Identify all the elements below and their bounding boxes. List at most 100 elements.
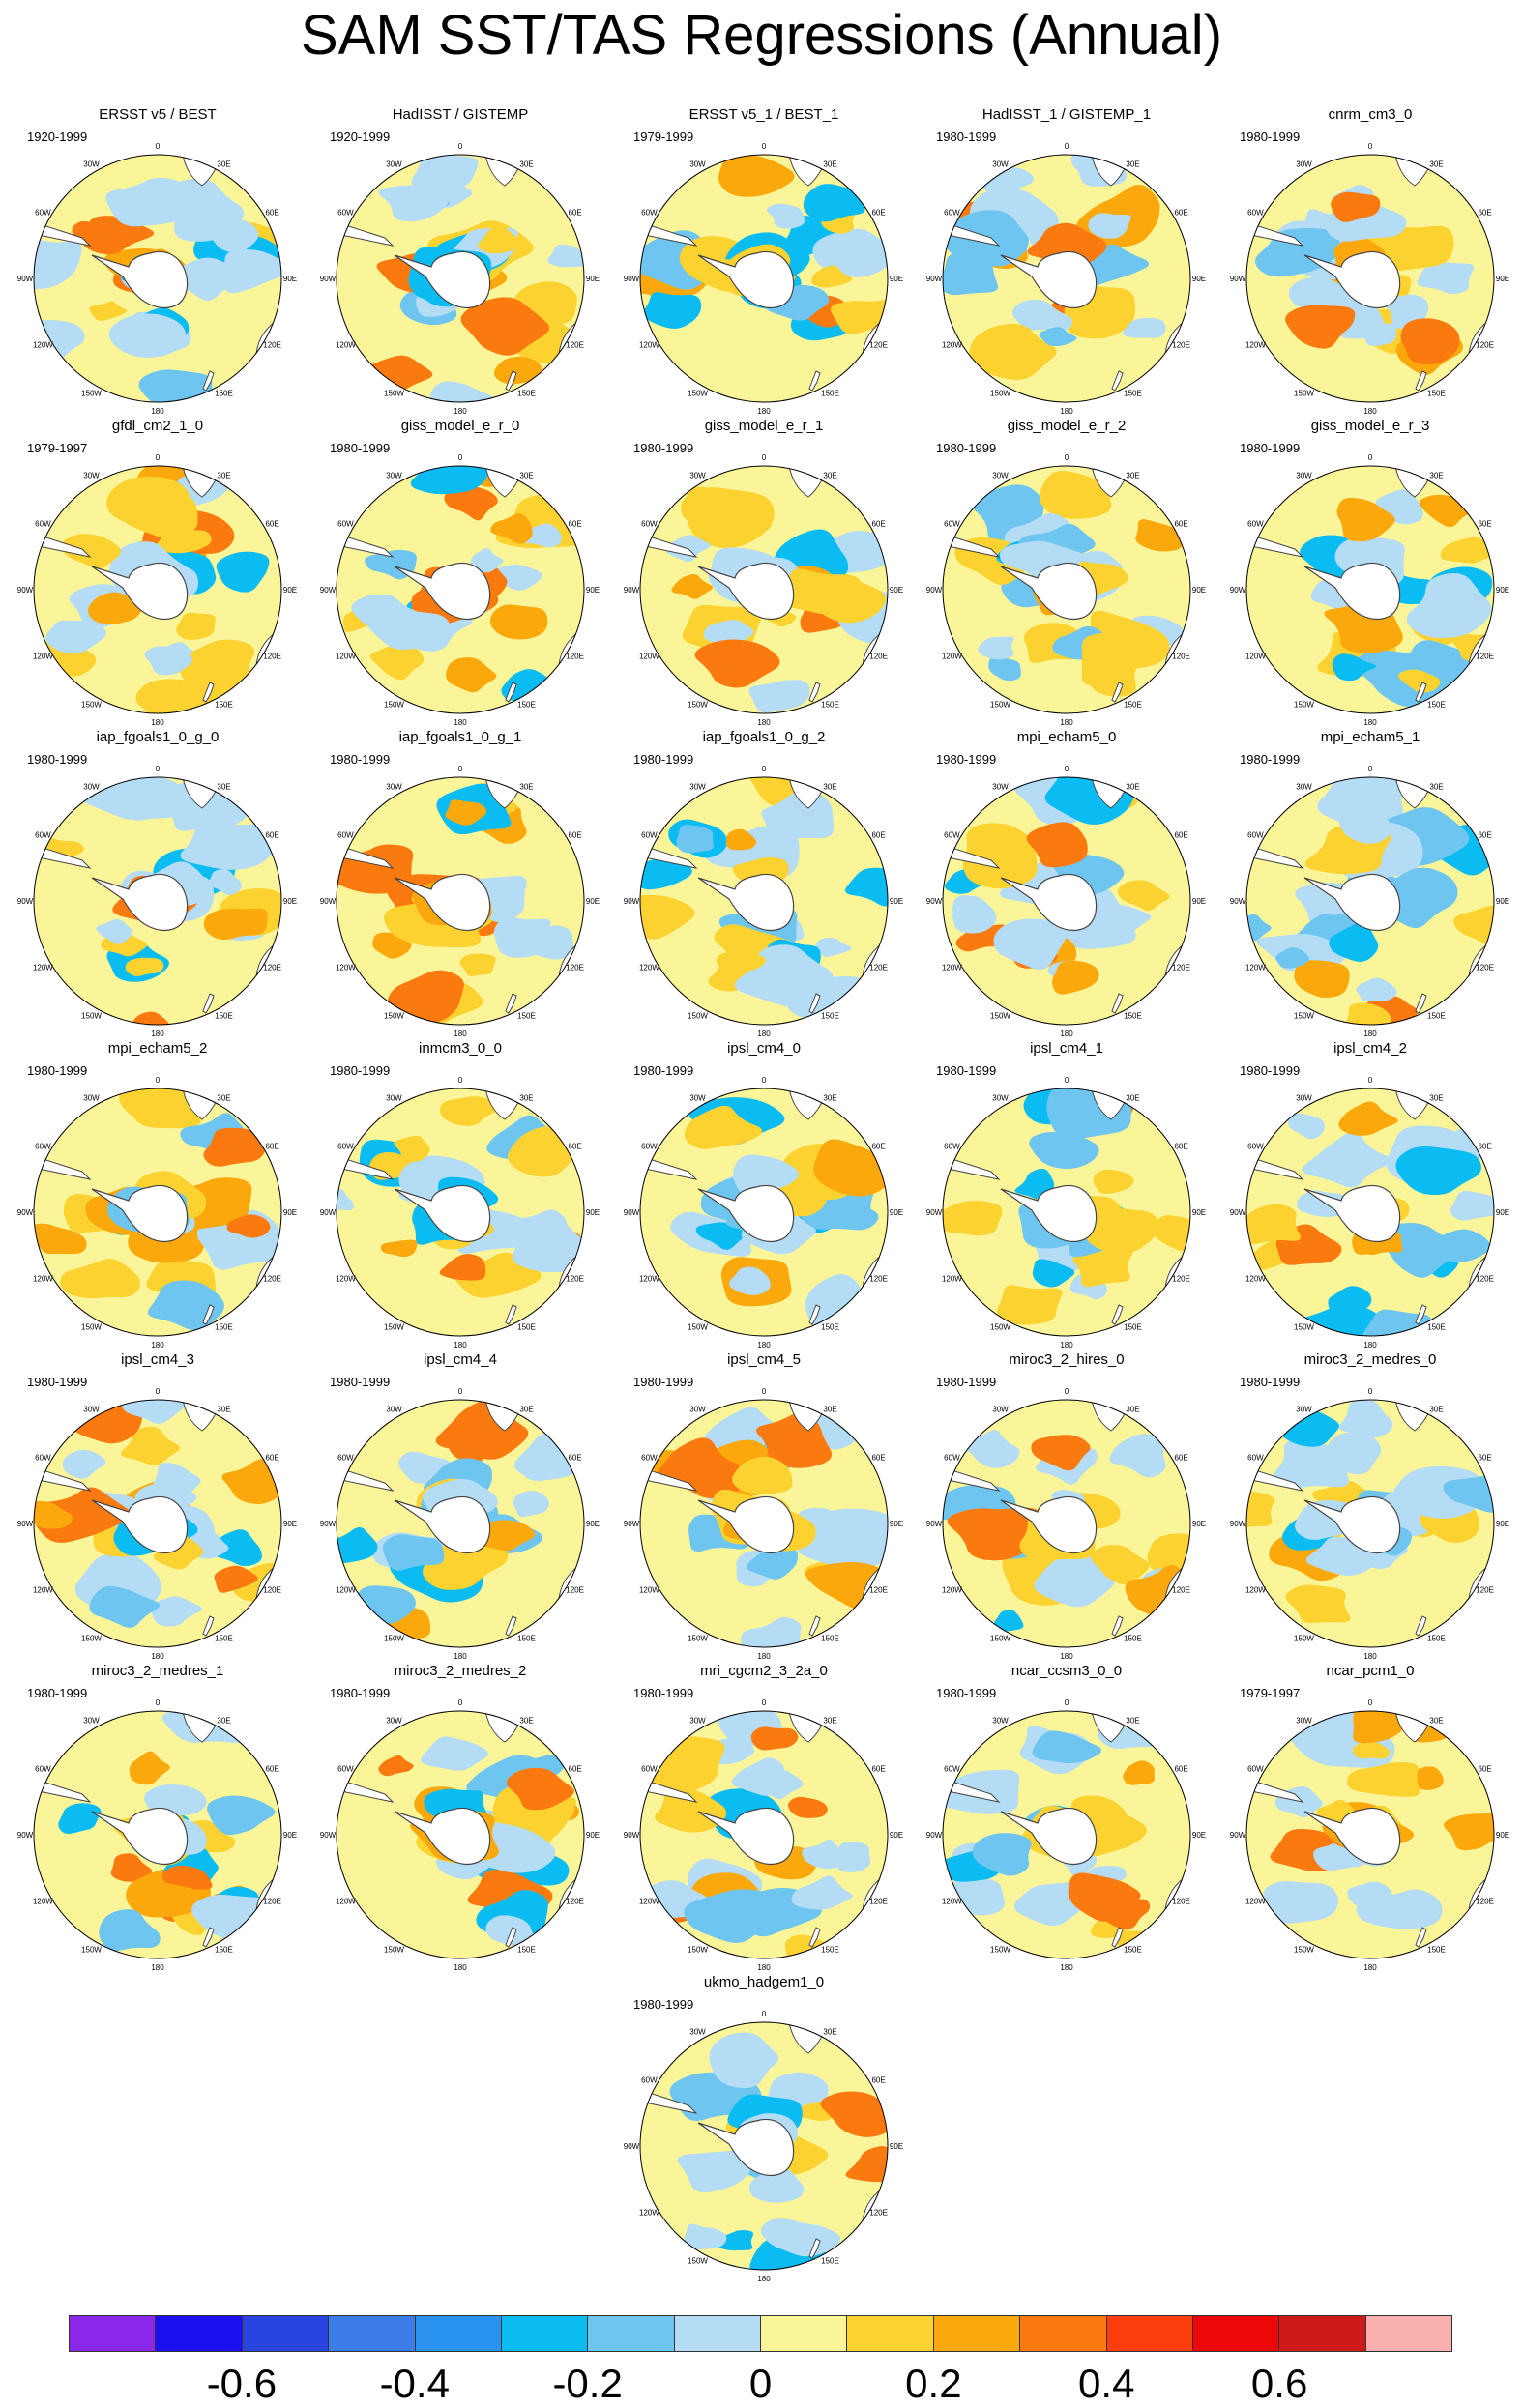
anomaly-region	[1088, 213, 1131, 239]
anomaly-region	[61, 534, 121, 569]
new-zealand-coastline	[505, 682, 517, 703]
longitude-label: 150W	[688, 1946, 708, 1955]
anomaly-region	[1091, 1544, 1150, 1585]
map-panel: 0 30E 60E 90E 120E 150E 180 150W 120W 90W 60W 30W ia…	[320, 729, 600, 1038]
longitude-label: 30E	[1126, 471, 1139, 479]
longitude-label: 60W	[641, 209, 658, 218]
longitude-label: 120W	[33, 1898, 53, 1906]
longitude-label: 180	[1060, 1652, 1073, 1661]
panel-title: HadISST / GISTEMP	[392, 106, 529, 123]
anomaly-region	[1444, 1813, 1494, 1851]
longitude-label: 0	[458, 1698, 463, 1707]
longitude-label: 90E	[283, 897, 297, 906]
map-panel: 0 30E 60E 90E 120E 150E 180 150W 120W 90W 60W 30W mp…	[926, 729, 1207, 1038]
longitude-label: 90W	[1230, 897, 1246, 906]
longitude-label: 90W	[926, 897, 943, 906]
longitude-label: 150W	[384, 1946, 404, 1955]
south-america-coastline	[337, 1155, 395, 1180]
anomaly-region	[1246, 1204, 1302, 1245]
anomaly-region	[1012, 300, 1073, 332]
polar-map: 0 30E 60E 90E 120E 150E 180 150W 120W 90W 60W 30W	[320, 1387, 600, 1661]
longitude-label: 90E	[586, 1520, 600, 1528]
map-boundary	[639, 2021, 889, 2271]
south-america-coastline	[337, 844, 395, 869]
longitude-label: 150W	[1294, 1012, 1314, 1021]
anomaly-region	[495, 564, 542, 591]
longitude-label: 30E	[519, 782, 533, 791]
panel-title: giss_model_e_r_2	[1007, 418, 1127, 434]
longitude-label: 90E	[1496, 1831, 1509, 1840]
longitude-label: 60W	[944, 1143, 960, 1151]
antarctica-coastline	[394, 1495, 491, 1553]
antarctica-coastline	[394, 873, 491, 931]
longitude-label: 0	[1065, 453, 1069, 462]
anomaly-region	[162, 178, 245, 242]
panel-period: 1980-1999	[330, 1686, 391, 1700]
longitude-label: 90E	[586, 1208, 600, 1217]
longitude-label: 60E	[1478, 520, 1491, 529]
longitude-label: 180	[1060, 1341, 1073, 1349]
anomaly-region	[703, 1407, 782, 1456]
longitude-label: 30W	[83, 1093, 100, 1102]
longitude-label: 120E	[1476, 1275, 1494, 1284]
longitude-label: 90E	[586, 897, 600, 906]
longitude-label: 90W	[17, 586, 34, 595]
south-america-coastline	[337, 1778, 395, 1803]
longitude-label: 90W	[17, 1831, 34, 1840]
longitude-label: 0	[1368, 1387, 1373, 1396]
anomaly-region	[761, 789, 835, 842]
longitude-label: 120E	[263, 341, 281, 350]
new-zealand-coastline	[1111, 1304, 1124, 1325]
longitude-label: 90W	[926, 275, 943, 283]
map-panel: 0 30E 60E 90E 120E 150E 180 150W 120W 90W 60W 30W gf…	[17, 418, 298, 727]
longitude-label: 30W	[689, 1093, 706, 1102]
longitude-label: 150E	[821, 1635, 839, 1643]
longitude-label: 60W	[1247, 831, 1264, 840]
anomaly-region	[684, 1889, 778, 1944]
longitude-label: 30E	[1429, 782, 1443, 791]
longitude-label: 60E	[1174, 1454, 1187, 1463]
longitude-label: 60E	[871, 1765, 885, 1774]
longitude-label: 120W	[639, 2209, 659, 2218]
polar-map: 0 30E 60E 90E 120E 150E 180 150W 120W 90W 60W 30W	[926, 453, 1206, 727]
map-boundary	[639, 465, 889, 714]
longitude-label: 90W	[624, 275, 640, 283]
polar-map: 0 30E 60E 90E 120E 150E 180 150W 120W 90W 60W 30W	[926, 142, 1206, 416]
panel-title: ipsl_cm4_1	[1030, 1040, 1103, 1057]
longitude-label: 120W	[1245, 1898, 1266, 1906]
colorbar-swatch	[1106, 2316, 1193, 2351]
antarctica-coastline	[1000, 250, 1098, 308]
anomaly-region	[1395, 1146, 1481, 1196]
polar-map: 0 30E 60E 90E 120E 150E 180 150W 120W 90W 60W 30W	[17, 142, 297, 416]
longitude-label: 180	[1363, 1963, 1377, 1972]
longitude-label: 120W	[639, 1275, 659, 1284]
longitude-label: 150E	[215, 1635, 233, 1643]
anomaly-region	[640, 857, 692, 890]
longitude-label: 150E	[1124, 390, 1142, 398]
longitude-label: 180	[757, 1030, 771, 1038]
longitude-label: 90W	[17, 897, 34, 906]
antarctica-coastline	[697, 1807, 795, 1865]
longitude-label: 150E	[215, 1323, 233, 1332]
longitude-label: 120W	[1245, 653, 1266, 661]
longitude-label: 120W	[336, 653, 356, 661]
new-zealand-coastline	[505, 1615, 517, 1637]
longitude-label: 150W	[688, 1012, 708, 1021]
longitude-label: 60W	[1247, 1454, 1264, 1463]
longitude-label: 180	[151, 1341, 164, 1349]
longitude-label: 60E	[265, 520, 278, 529]
map-panel: 0 30E 60E 90E 120E 150E 180 150W 120W 90W 60W 30W gi…	[926, 418, 1207, 727]
longitude-label: 120W	[33, 653, 53, 661]
map-boundary	[942, 776, 1191, 1026]
new-zealand-coastline	[1111, 1615, 1124, 1637]
panel-period: 1980-1999	[936, 752, 997, 767]
longitude-label: 30W	[992, 782, 1009, 791]
anomaly-region	[747, 1544, 799, 1580]
longitude-label: 150W	[1294, 1946, 1314, 1955]
polar-map: 0 30E 60E 90E 120E 150E 180 150W 120W 90W 60W 30W	[320, 765, 600, 1038]
longitude-label: 60W	[337, 1765, 354, 1774]
map-boundary	[1245, 1399, 1495, 1648]
longitude-label: 0	[1368, 1076, 1373, 1085]
longitude-label: 30W	[689, 160, 706, 168]
longitude-label: 60W	[641, 1765, 658, 1774]
